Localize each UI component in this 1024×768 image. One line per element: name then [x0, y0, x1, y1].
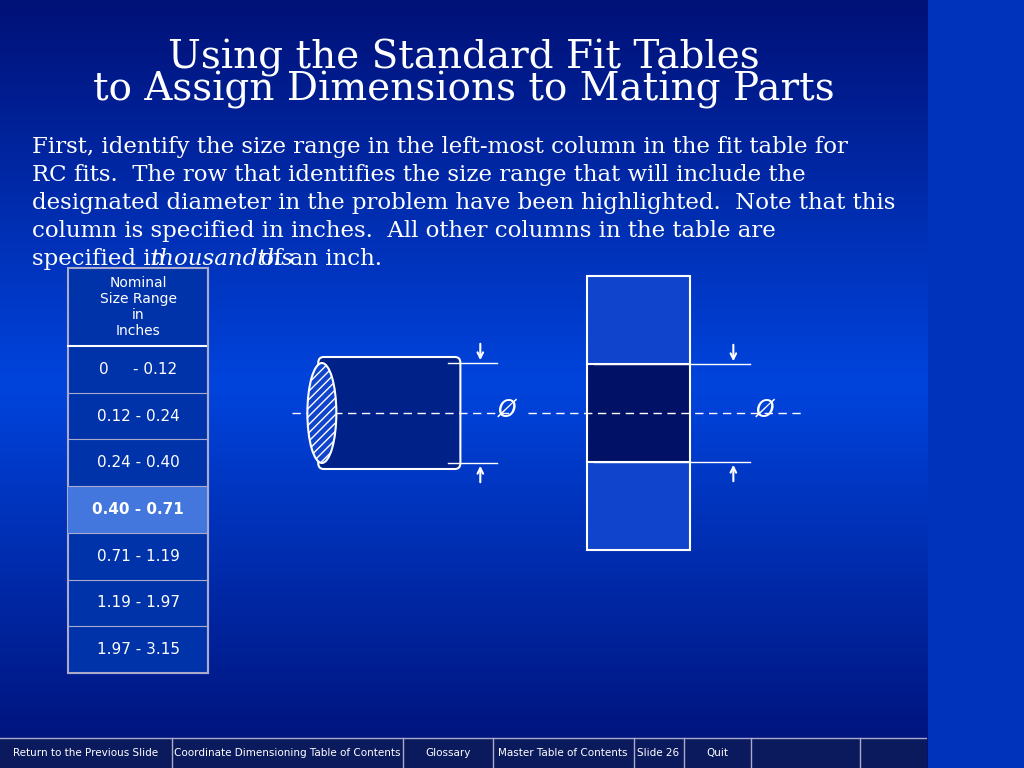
- Text: Coordinate Dimensioning Table of Contents: Coordinate Dimensioning Table of Content…: [174, 748, 400, 758]
- Text: thousandths: thousandths: [152, 248, 294, 270]
- Text: Nominal
Size Range
in
Inches: Nominal Size Range in Inches: [99, 276, 176, 338]
- Text: First, identify the size range in the left-most column in the fit table for: First, identify the size range in the le…: [32, 136, 848, 158]
- Text: of an inch.: of an inch.: [253, 248, 382, 270]
- Bar: [587, 276, 690, 364]
- Text: Slide 26: Slide 26: [637, 748, 679, 758]
- Text: Ø: Ø: [498, 398, 517, 422]
- Bar: [68, 486, 208, 533]
- Text: 1.19 - 1.97: 1.19 - 1.97: [96, 595, 179, 611]
- Text: 0.12 - 0.24: 0.12 - 0.24: [96, 409, 179, 424]
- Text: Using the Standard Fit Tables: Using the Standard Fit Tables: [168, 39, 760, 77]
- Text: Quit: Quit: [707, 748, 728, 758]
- Text: 0.24 - 0.40: 0.24 - 0.40: [96, 455, 179, 470]
- Text: Ø: Ø: [756, 398, 774, 422]
- Bar: [587, 364, 690, 462]
- Text: 0.71 - 1.19: 0.71 - 1.19: [96, 548, 179, 564]
- Text: Return to the Previous Slide: Return to the Previous Slide: [13, 748, 159, 758]
- Bar: [587, 276, 690, 550]
- Text: 1.97 - 3.15: 1.97 - 3.15: [96, 642, 179, 657]
- Text: designated diameter in the problem have been highlighted.  Note that this: designated diameter in the problem have …: [32, 192, 895, 214]
- Text: column is specified in inches.  All other columns in the table are: column is specified in inches. All other…: [32, 220, 775, 242]
- Text: to Assign Dimensions to Mating Parts: to Assign Dimensions to Mating Parts: [93, 71, 835, 109]
- Text: 0     - 0.12: 0 - 0.12: [99, 362, 177, 377]
- Bar: [587, 462, 690, 550]
- Text: Master Table of Contents: Master Table of Contents: [499, 748, 628, 758]
- Text: Glossary: Glossary: [425, 748, 471, 758]
- Text: specified in: specified in: [32, 248, 172, 270]
- Text: 0.40 - 0.71: 0.40 - 0.71: [92, 502, 184, 517]
- Ellipse shape: [307, 363, 336, 463]
- Bar: [68, 268, 208, 673]
- Bar: [0, 738, 927, 768]
- Text: RC fits.  The row that identifies the size range that will include the: RC fits. The row that identifies the siz…: [32, 164, 805, 186]
- FancyBboxPatch shape: [318, 357, 461, 469]
